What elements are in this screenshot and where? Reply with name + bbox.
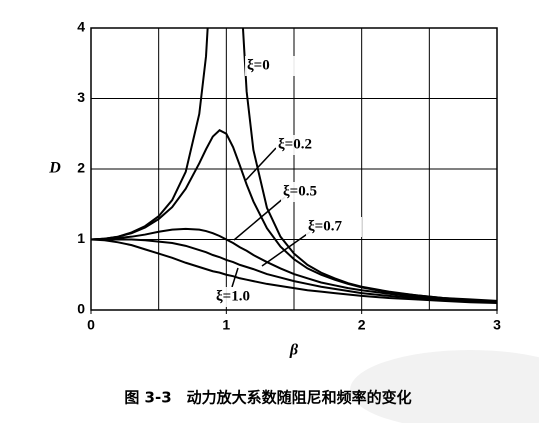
label-bg	[306, 217, 362, 237]
plot-frame	[90, 27, 498, 311]
y-tick-label: 0	[77, 301, 85, 317]
y-tick-label: 2	[77, 160, 85, 176]
curve	[91, 129, 497, 303]
y-tick-label: 3	[77, 89, 85, 105]
x-tick-label: 1	[222, 317, 230, 333]
label-bg	[281, 182, 337, 202]
curve-label: ξ=0.2	[278, 136, 312, 152]
x-axis-label: β	[289, 342, 299, 359]
leader-line	[231, 267, 239, 288]
x-tick-label: 2	[358, 317, 366, 333]
x-tick-label: 3	[493, 317, 501, 333]
y-tick-label: 1	[77, 230, 85, 246]
caption: 图 3-3 动力放大系数随阻尼和频率的变化	[124, 389, 411, 407]
curve	[91, 238, 497, 304]
leader-line	[261, 231, 311, 267]
curve	[91, 238, 497, 304]
background-shade	[350, 350, 539, 423]
curve-label: ξ=0	[247, 57, 270, 73]
curve-label: ξ=0.7	[308, 218, 342, 234]
label-bg	[245, 56, 301, 76]
leader-line	[233, 196, 286, 241]
curve	[91, 227, 497, 303]
label-bg	[214, 287, 270, 307]
label-bg	[276, 135, 332, 155]
leader-line	[245, 147, 277, 181]
curve-label: ξ=1.0	[216, 288, 250, 304]
y-tick-label: 4	[77, 19, 85, 35]
y-axis-label: D	[48, 160, 61, 177]
curve-label: ξ=0.5	[283, 183, 317, 199]
x-tick-label: 0	[87, 317, 95, 333]
